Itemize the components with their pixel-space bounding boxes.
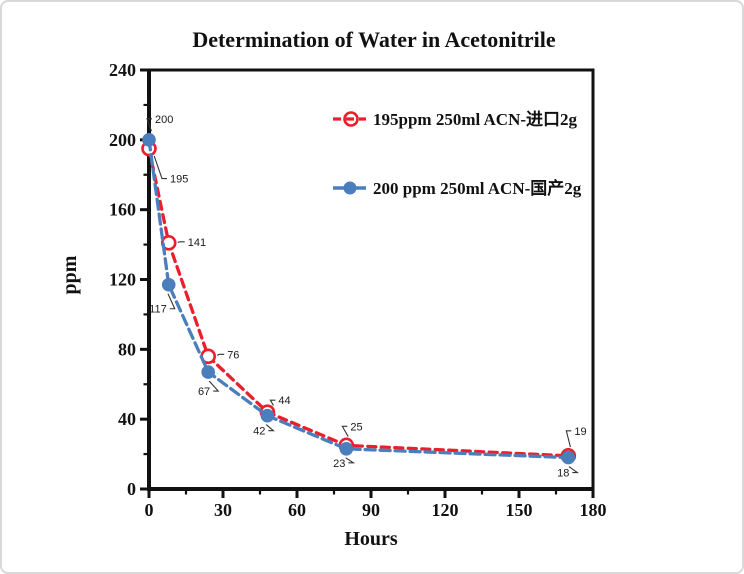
chart-title: Determination of Water in Acetonitrile [192,27,556,52]
x-tick-label: 0 [145,500,154,520]
legend-label: 200 ppm 250ml ACN-国产2g [373,178,582,198]
point-value-label: 25 [350,421,362,433]
point-value-label: 19 [574,426,586,438]
y-tick-label: 40 [118,409,136,429]
data-point [339,442,354,456]
x-tick-label: 90 [362,500,380,520]
y-tick-label: 200 [109,130,136,150]
plot-series [141,133,577,465]
point-value-label: 18 [557,468,569,480]
data-point [561,450,576,465]
point-value-label: 117 [149,304,167,316]
y-tick-label: 0 [127,479,136,499]
data-point [161,277,176,292]
legend-marker-open-circle [343,111,359,127]
y-tick-label: 120 [109,270,136,290]
x-tick-label: 60 [288,500,306,520]
legend-label: 195ppm 250ml ACN-进口2g [373,110,578,129]
leader-line [568,466,580,474]
legend-item: 195ppm 250ml ACN-进口2g [333,110,578,129]
data-point [142,133,156,147]
leader-line [146,118,152,132]
leader-line [208,380,220,392]
x-axis-label: Hours [344,528,398,550]
leader-line [216,353,225,356]
series-domestic [142,133,576,465]
x-tick-label: 30 [214,500,232,520]
point-value-label: 141 [188,237,206,249]
leader-line [167,293,176,310]
point-value-label: 195 [170,174,188,186]
x-tick-label: 150 [506,500,533,520]
x-tick-label: 180 [580,500,607,520]
point-value-label: 200 [155,114,173,126]
series-line [147,146,570,458]
leader-line [565,430,572,448]
y-axis-label: ppm [59,255,81,294]
leader-line [177,241,185,243]
point-value-label: 76 [227,349,239,361]
series-line [147,138,570,460]
leader-line [269,399,276,406]
x-tick-label: 120 [432,500,459,520]
point-value-label: 67 [198,386,210,398]
y-tick-label: 160 [109,200,136,220]
legend: 195ppm 250ml ACN-进口2g 200 ppm 250ml ACN-国… [333,110,582,198]
point-value-label: 23 [333,458,345,470]
y-tick-label: 240 [109,60,136,80]
plot-axes: 0 30 60 90 120 150 180 0 40 80 120 160 200 240 [109,60,607,520]
legend-item: 200 ppm 250ml ACN-国产2g [333,178,582,198]
y-tick-label: 80 [118,339,136,359]
leader-line [341,425,349,437]
leader-line [153,155,167,180]
point-annotations: 195 141 76 44 25 19 200 117 67 42 23 18 [146,114,587,480]
data-point [260,408,275,423]
point-value-label: 42 [253,426,265,438]
leader-line [265,424,275,432]
leader-line [345,457,356,464]
legend-marker-filled-circle [343,181,357,195]
point-value-label: 44 [278,395,290,407]
data-point [201,365,215,379]
